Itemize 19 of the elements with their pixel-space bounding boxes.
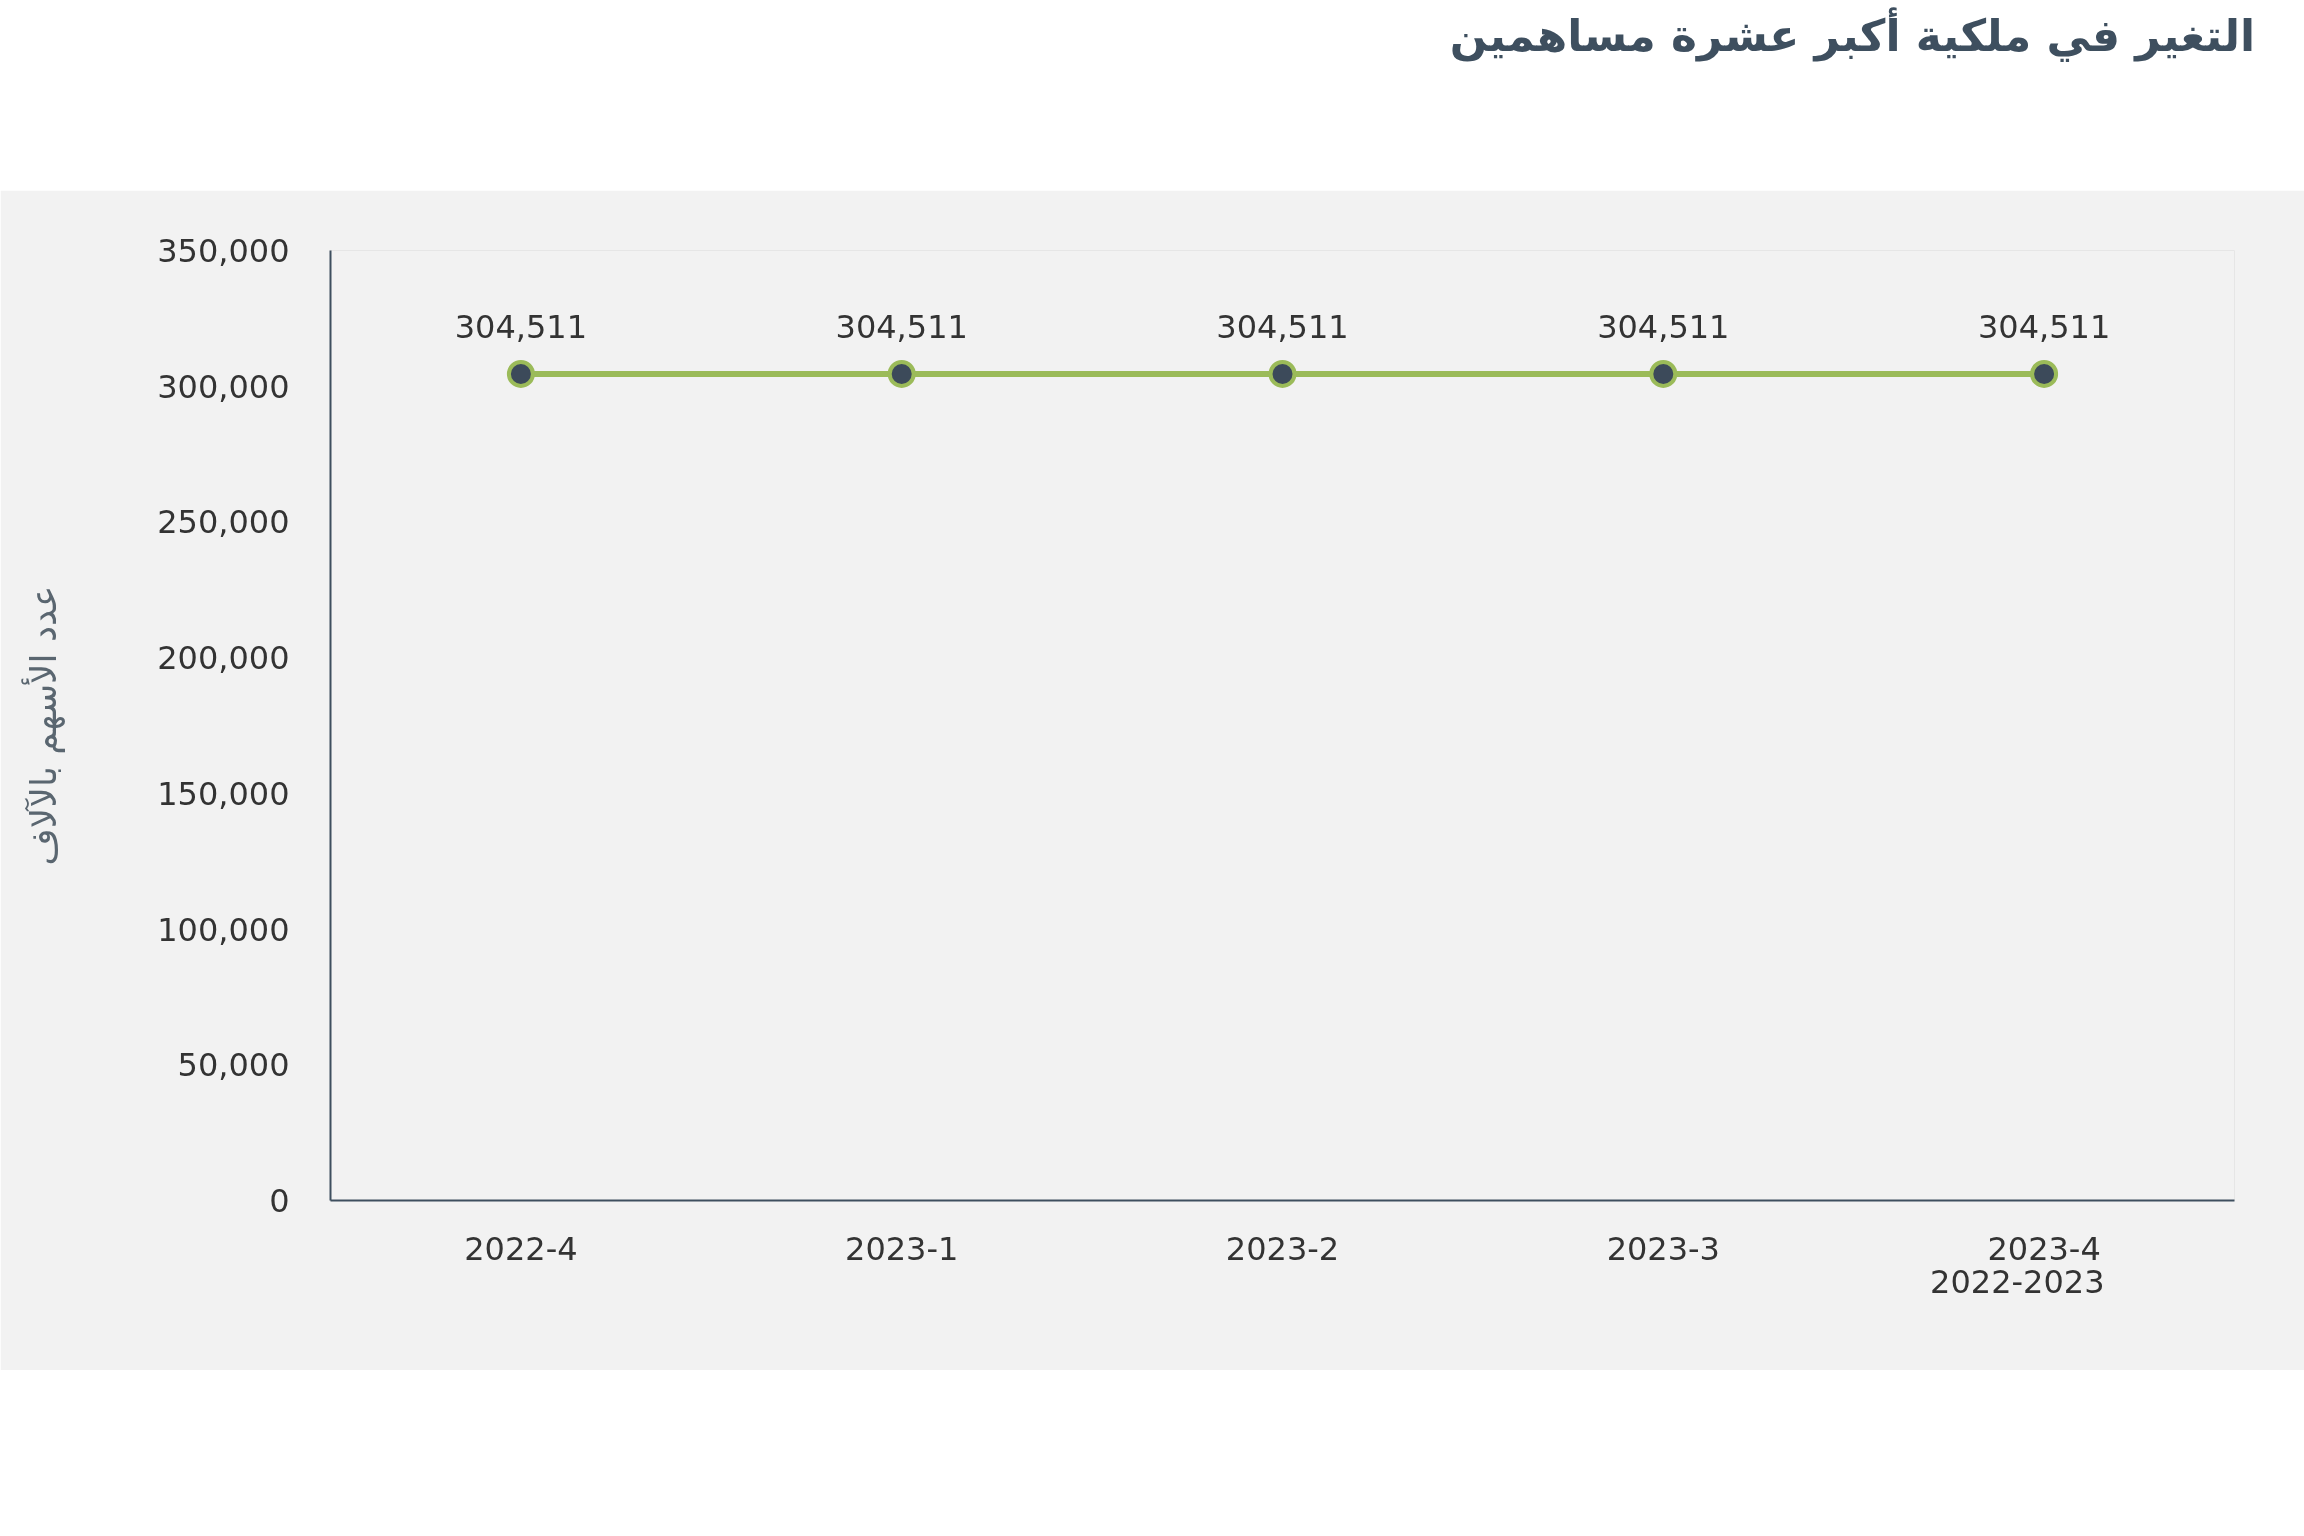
y-tick-label: 200,000 [157, 639, 290, 678]
text: 304,511 [1597, 307, 1730, 346]
chart-title: التغير في ملكية أكبر عشرة مساهمين [1449, 6, 2255, 64]
y-tick-label: 250,000 [157, 503, 290, 542]
y-tick-label: 100,000 [157, 910, 290, 949]
text: 304,511 [454, 307, 588, 346]
y-tick-label: 50,000 [177, 1046, 290, 1085]
y-tick-label: 350,000 [157, 232, 290, 270]
y-tick-label: 0 [269, 1182, 290, 1220]
y-tick-label: 300,000 [157, 367, 290, 406]
y-tick-label: 150,000 [157, 774, 290, 813]
x-tick-label: 2022-4 [464, 1229, 578, 1268]
text: 304,511 [835, 307, 968, 346]
text: 304,511 [1977, 307, 2111, 346]
x-tick-label: 2023-3 [1606, 1229, 1720, 1268]
y-axis-title: عدد الأسهم بالآلاف [21, 585, 66, 866]
x-tick-label: 2023-2 [1225, 1229, 1340, 1268]
x-tick-label: 2023-1 [845, 1229, 959, 1268]
text: 304,511 [1216, 307, 1349, 346]
